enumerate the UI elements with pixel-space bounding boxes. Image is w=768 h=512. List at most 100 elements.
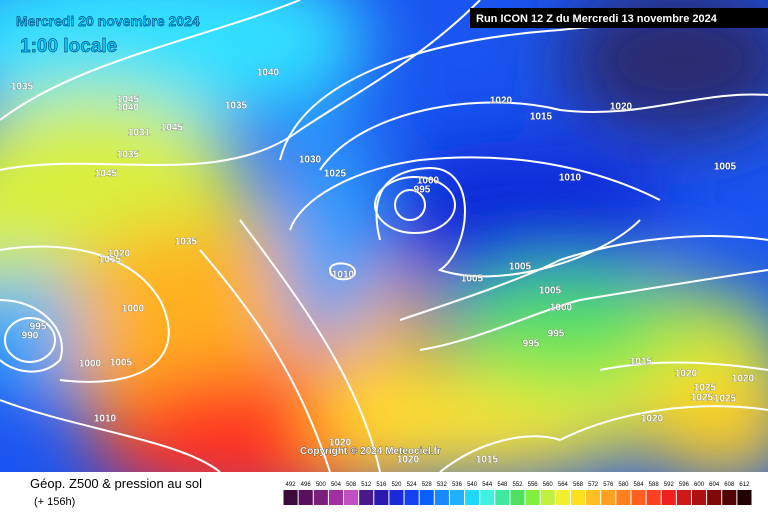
legend-swatch xyxy=(374,490,389,505)
isobar-label: 1010 xyxy=(559,173,582,184)
legend-swatch xyxy=(313,490,328,505)
legend-swatch xyxy=(434,490,449,505)
legend-label: 540 xyxy=(467,482,478,488)
legend-label: 508 xyxy=(346,482,357,488)
legend-swatch xyxy=(661,490,676,505)
legend-label: 556 xyxy=(528,482,539,488)
legend-swatch xyxy=(586,490,601,505)
isobars xyxy=(0,0,768,472)
legend-label: 580 xyxy=(618,482,629,488)
legend-swatch xyxy=(389,490,404,505)
legend-label: 496 xyxy=(301,482,312,488)
isobar-label: 1020 xyxy=(610,102,633,113)
legend-label: 588 xyxy=(649,482,660,488)
run-info: Run ICON 12 Z du Mercredi 13 novembre 20… xyxy=(476,13,718,25)
legend-label: 528 xyxy=(422,482,433,488)
legend-swatch xyxy=(540,490,555,505)
isobar-label: 1030 xyxy=(299,155,322,166)
legend-swatch xyxy=(328,490,344,505)
legend-swatch xyxy=(646,490,661,505)
legend-label: 512 xyxy=(361,482,372,488)
legend-label: 576 xyxy=(603,482,614,488)
isobar-label: 1005 xyxy=(461,274,484,285)
legend-swatch xyxy=(495,490,510,505)
legend-swatch xyxy=(525,490,540,505)
legend-label: 572 xyxy=(588,482,599,488)
isobar-label: 1031 xyxy=(128,128,151,139)
copyright: Copyright © 2024 Meteociel.fr xyxy=(300,446,441,457)
isobar-label: 1020 xyxy=(108,249,131,260)
legend-label: 596 xyxy=(679,482,690,488)
legend-swatch xyxy=(419,490,434,505)
legend-label: 568 xyxy=(573,482,584,488)
legend-swatch xyxy=(570,490,586,505)
legend-label: 548 xyxy=(497,482,508,488)
isobar-label: 1035 xyxy=(225,101,248,112)
isobar-label: 995 xyxy=(548,329,565,340)
time: 1:00 locale xyxy=(20,36,117,57)
isobar-label: 1020 xyxy=(397,455,420,466)
legend-label: 592 xyxy=(664,482,675,488)
isobar-label: 1035 xyxy=(175,237,198,248)
isobar-label: 1045 xyxy=(117,95,140,106)
isobar-label: 1005 xyxy=(509,262,532,273)
legend-swatch xyxy=(283,490,298,505)
legend-swatch xyxy=(510,490,525,505)
isobar-label: 1020 xyxy=(641,414,664,425)
run-box xyxy=(470,8,768,28)
isobar-label: 1000 xyxy=(417,176,440,187)
legend-label: 532 xyxy=(437,482,448,488)
isobar-label: 1000 xyxy=(550,303,573,314)
legend-label: 500 xyxy=(316,482,327,488)
legend-label: 544 xyxy=(482,482,493,488)
legend-label: 504 xyxy=(331,482,342,488)
isobar-label: 1020 xyxy=(675,369,698,380)
isobar-label: 995 xyxy=(30,322,47,333)
legend-label: 604 xyxy=(709,482,720,488)
legend-swatch xyxy=(737,490,752,505)
isobar-label: 1005 xyxy=(110,358,133,369)
isobar-label: 1040 xyxy=(257,68,280,79)
isobar-label: 1025 xyxy=(691,393,714,404)
legend-swatch xyxy=(616,490,631,505)
isobar-label: 1015 xyxy=(630,357,653,368)
legend-label: 560 xyxy=(543,482,554,488)
isobar-label: 1015 xyxy=(99,255,122,266)
isobar-label: 1000 xyxy=(122,304,145,315)
footer-lead: (+ 156h) xyxy=(34,496,75,508)
isobar-label: 1025 xyxy=(324,169,347,180)
isobar-label: 1015 xyxy=(476,455,499,466)
legend-swatch xyxy=(449,490,465,505)
legend-label: 584 xyxy=(634,482,645,488)
legend-label: 520 xyxy=(391,482,402,488)
date: Mercredi 20 novembre 2024 xyxy=(16,13,200,29)
legend-swatch xyxy=(631,490,646,505)
legend-swatch xyxy=(344,490,359,505)
isobar-label: 1005 xyxy=(539,286,562,297)
legend-label: 552 xyxy=(512,482,523,488)
isobar-label: 1015 xyxy=(530,112,553,123)
isobar-label: 990 xyxy=(22,331,39,342)
isobar-label: 1045 xyxy=(95,169,118,180)
legend-swatch xyxy=(676,490,691,505)
legend-label: 612 xyxy=(739,482,750,488)
isobar-label: 1020 xyxy=(490,96,513,107)
isobar-label: 1010 xyxy=(332,270,355,281)
legend-label: 564 xyxy=(558,482,569,488)
isobar-label: 1020 xyxy=(732,374,755,385)
isobar-label: 1000 xyxy=(79,359,102,370)
footer-title: Géop. Z500 & pression au sol xyxy=(30,476,202,491)
legend-swatch xyxy=(722,490,737,505)
legend-swatch xyxy=(691,490,707,505)
legend-swatch xyxy=(359,490,374,505)
isobar-label: 1040 xyxy=(117,103,140,114)
legend-swatch xyxy=(298,490,313,505)
legend-swatch xyxy=(555,490,570,505)
isobar-label: 1035 xyxy=(11,82,34,93)
legend-label: 536 xyxy=(452,482,463,488)
isobar-label: 995 xyxy=(414,185,431,196)
isobar-label: 1035 xyxy=(117,150,140,161)
isobar-label: 1025 xyxy=(714,394,737,405)
